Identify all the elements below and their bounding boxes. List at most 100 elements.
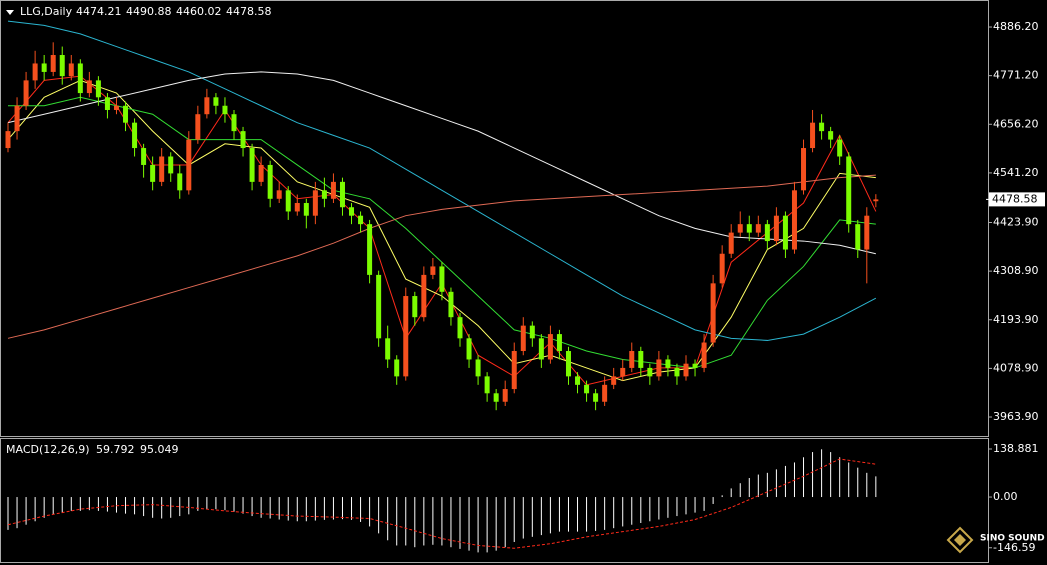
candle-body	[855, 224, 861, 250]
candle-body	[421, 274, 427, 318]
candle-body	[801, 148, 807, 191]
watermark: SINO SOUND	[980, 534, 1045, 544]
candle-body	[538, 338, 544, 360]
candle-body	[584, 384, 590, 394]
candle-body	[674, 367, 680, 377]
candle-body	[177, 173, 183, 191]
y-tick-label: -146.59	[993, 541, 1035, 554]
candle-body	[14, 105, 20, 132]
candle-body	[249, 148, 255, 182]
candle-body	[68, 63, 74, 77]
ohlc-value: 4490.88	[126, 5, 172, 18]
y-tick-label: 4423.90	[993, 216, 1039, 229]
candle-body	[611, 376, 617, 385]
candle-body	[23, 80, 29, 106]
candle-body	[113, 105, 119, 110]
y-tick-label: 4541.20	[993, 166, 1039, 179]
y-tick-label: 3963.90	[993, 410, 1039, 423]
y-tick-label: 4656.20	[993, 117, 1039, 130]
candle-body	[132, 122, 138, 149]
candle-body	[276, 190, 282, 199]
main-frame	[0, 0, 989, 437]
candle-body	[77, 63, 83, 94]
candle-body	[123, 105, 129, 123]
candle-body	[791, 190, 797, 250]
candle-body	[267, 164, 273, 199]
candle-body	[294, 203, 300, 212]
candle-body	[647, 367, 653, 377]
candle-body	[556, 334, 562, 352]
candle-body	[376, 274, 382, 339]
ohlc-value: 4460.02	[176, 5, 222, 18]
candle-body	[828, 131, 834, 140]
candle-body	[330, 181, 336, 199]
candle-body	[466, 338, 472, 360]
candle-body	[321, 190, 327, 199]
candle-body	[520, 325, 526, 352]
candle-body	[529, 325, 535, 339]
moving-average	[7, 174, 876, 339]
candle-body	[168, 156, 174, 174]
candle-body	[141, 148, 147, 165]
candle-body	[195, 114, 201, 140]
candle-body	[475, 359, 481, 377]
current-price: 4478.58	[992, 192, 1038, 205]
candle-body	[213, 97, 219, 106]
candle-body	[448, 291, 454, 318]
candle-body	[339, 181, 345, 208]
candle-body	[547, 334, 553, 360]
candle-body	[810, 122, 816, 149]
candle-body	[846, 156, 852, 225]
y-tick-label: 138.881	[993, 442, 1039, 455]
logo	[946, 526, 974, 554]
candle-body	[502, 389, 508, 402]
chart-title: LLG,Daily	[20, 5, 73, 18]
candle-body	[32, 63, 38, 81]
candle-body	[665, 359, 671, 368]
signal-value: 95.049	[140, 443, 179, 456]
indicator-title: MACD(12,26,9)	[6, 443, 90, 456]
candle-body	[593, 393, 599, 402]
candle-body	[719, 253, 725, 284]
y-tick-label: 4308.90	[993, 264, 1039, 277]
signal-line	[7, 458, 876, 549]
candle-body	[150, 164, 156, 182]
y-tick-label: 4078.90	[993, 361, 1039, 374]
candle-body	[746, 224, 752, 233]
candle-body	[312, 190, 318, 216]
candle-body	[565, 351, 571, 377]
candle-body	[457, 317, 463, 339]
y-tick-label: 4193.90	[993, 313, 1039, 326]
candle-body	[403, 296, 409, 377]
y-tick-label: 4771.20	[993, 69, 1039, 82]
candle-body	[683, 363, 689, 377]
candle-body	[41, 63, 47, 72]
candle-body	[159, 156, 165, 182]
candle-body	[50, 55, 56, 72]
candle-body	[602, 384, 608, 402]
candle-body	[430, 266, 436, 275]
candle-body	[385, 338, 391, 360]
candle-body	[755, 224, 761, 233]
candle-body	[819, 122, 825, 132]
candle-body	[358, 215, 364, 225]
candle-body	[710, 283, 716, 343]
candle-body	[511, 351, 517, 390]
y-tick-label: 4886.20	[993, 20, 1039, 33]
candle-body	[86, 80, 92, 94]
candle-body	[575, 376, 581, 385]
candle-body	[873, 199, 879, 202]
candle-body	[837, 139, 843, 157]
candle-body	[349, 207, 355, 216]
ohlc-value: 4474.21	[76, 5, 122, 18]
menu-arrow	[6, 10, 14, 15]
candle-body	[104, 97, 110, 110]
candle-body	[728, 232, 734, 254]
candle-body	[240, 131, 246, 149]
candle-body	[231, 114, 237, 132]
candle-body	[620, 367, 626, 377]
candle-body	[222, 105, 228, 115]
macd-value: 59.792	[96, 443, 135, 456]
